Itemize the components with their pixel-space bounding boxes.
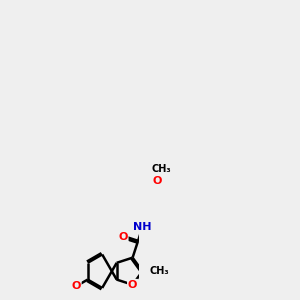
Text: CH₃: CH₃ (152, 164, 171, 174)
Text: CH₃: CH₃ (149, 266, 169, 276)
Text: O: O (118, 232, 128, 242)
Text: O: O (153, 176, 162, 186)
Text: NH: NH (133, 222, 152, 233)
Text: O: O (128, 280, 137, 290)
Text: O: O (71, 281, 81, 291)
